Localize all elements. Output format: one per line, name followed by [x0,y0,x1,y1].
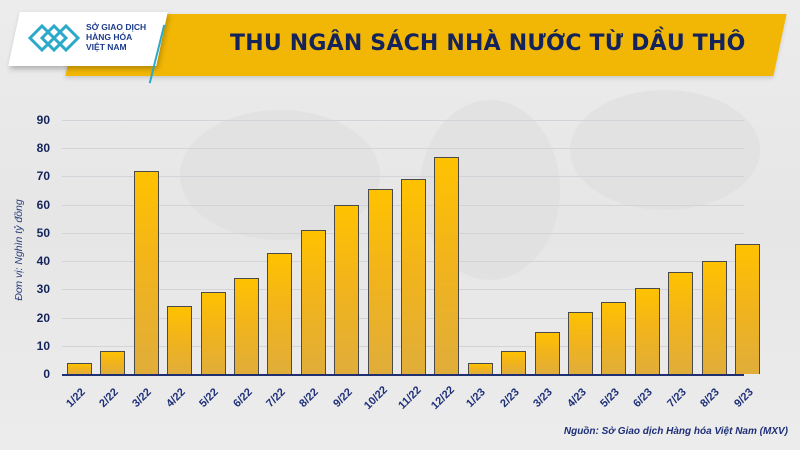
bar-5-23 [601,302,627,374]
gridline [62,176,744,178]
bar-4-22 [167,306,193,374]
bar-1-23 [467,362,493,374]
x-tick-label: 3/23 [531,386,555,410]
mxv-logo-icon [28,23,80,53]
y-tick-label: 0 [43,367,50,381]
bar-8-23 [701,261,727,374]
x-tick-label: 8/23 [698,386,722,410]
x-axis-line [62,374,744,376]
logo-text: SỞ GIAO DỊCH HÀNG HÓA VIỆT NAM [86,22,166,52]
x-tick-label: 8/22 [297,386,322,410]
x-tick-label: 5/23 [598,386,622,410]
y-tick-label: 10 [36,338,50,353]
x-tick-label: 4/22 [163,386,188,410]
x-tick-label: 7/23 [664,386,689,410]
gridline [62,148,744,150]
bar-10-22 [367,189,393,374]
x-tick-label: 2/23 [497,386,522,410]
bar-3-23 [534,331,560,374]
logo-line-2: HÀNG HÓA [86,32,133,42]
bar-9-22 [334,204,360,374]
y-tick-label: 60 [36,197,50,212]
chart-title: THU NGÂN SÁCH NHÀ NƯỚC TỪ DẦU THÔ [230,31,746,56]
x-tick-label: 5/22 [197,386,221,410]
bar-12-22 [434,156,460,374]
source-note: Nguồn: Sở Giao dịch Hàng hóa Việt Nam (M… [563,426,788,437]
y-tick-label: 90 [36,113,50,127]
bar-2-22 [100,351,126,374]
x-tick-label: 12/22 [428,384,457,412]
logo-line-3: VIỆT NAM [86,42,127,52]
bar-6-23 [634,287,660,374]
bar-3-22 [133,170,159,374]
bar-7-22 [267,252,293,374]
world-map-background [570,90,760,210]
gridline [62,120,744,121]
x-tick-label: 3/22 [130,386,155,410]
y-tick-label: 50 [36,225,50,240]
y-tick-label: 70 [36,169,50,184]
x-tick-label: 1/22 [63,386,88,410]
bar-6-22 [234,278,259,374]
y-tick-label: 20 [36,310,50,325]
bar-9-23 [735,244,760,374]
x-tick-label: 9/23 [731,386,756,410]
y-tick-label: 30 [36,282,50,297]
logo-line-1: SỞ GIAO DỊCH [86,22,147,32]
x-tick-label: 11/22 [395,384,424,412]
x-tick-label: 6/23 [631,386,656,410]
bar-4-23 [568,311,593,374]
x-tick-label: 10/22 [362,384,391,412]
bar-7-23 [668,272,694,374]
bar-1-22 [67,362,92,374]
x-tick-label: 2/22 [97,386,121,410]
bar-8-22 [300,230,326,374]
x-tick-label: 9/22 [330,386,355,410]
x-tick-label: 4/23 [564,386,589,410]
bar-2-23 [501,351,527,374]
y-tick-label: 80 [36,141,50,156]
bar-5-22 [200,292,226,374]
x-tick-label: 6/22 [230,386,255,410]
x-tick-label: 7/22 [264,386,288,410]
x-tick-label: 1/23 [464,386,489,410]
bar-11-22 [401,179,426,374]
y-tick-label: 40 [36,254,50,269]
